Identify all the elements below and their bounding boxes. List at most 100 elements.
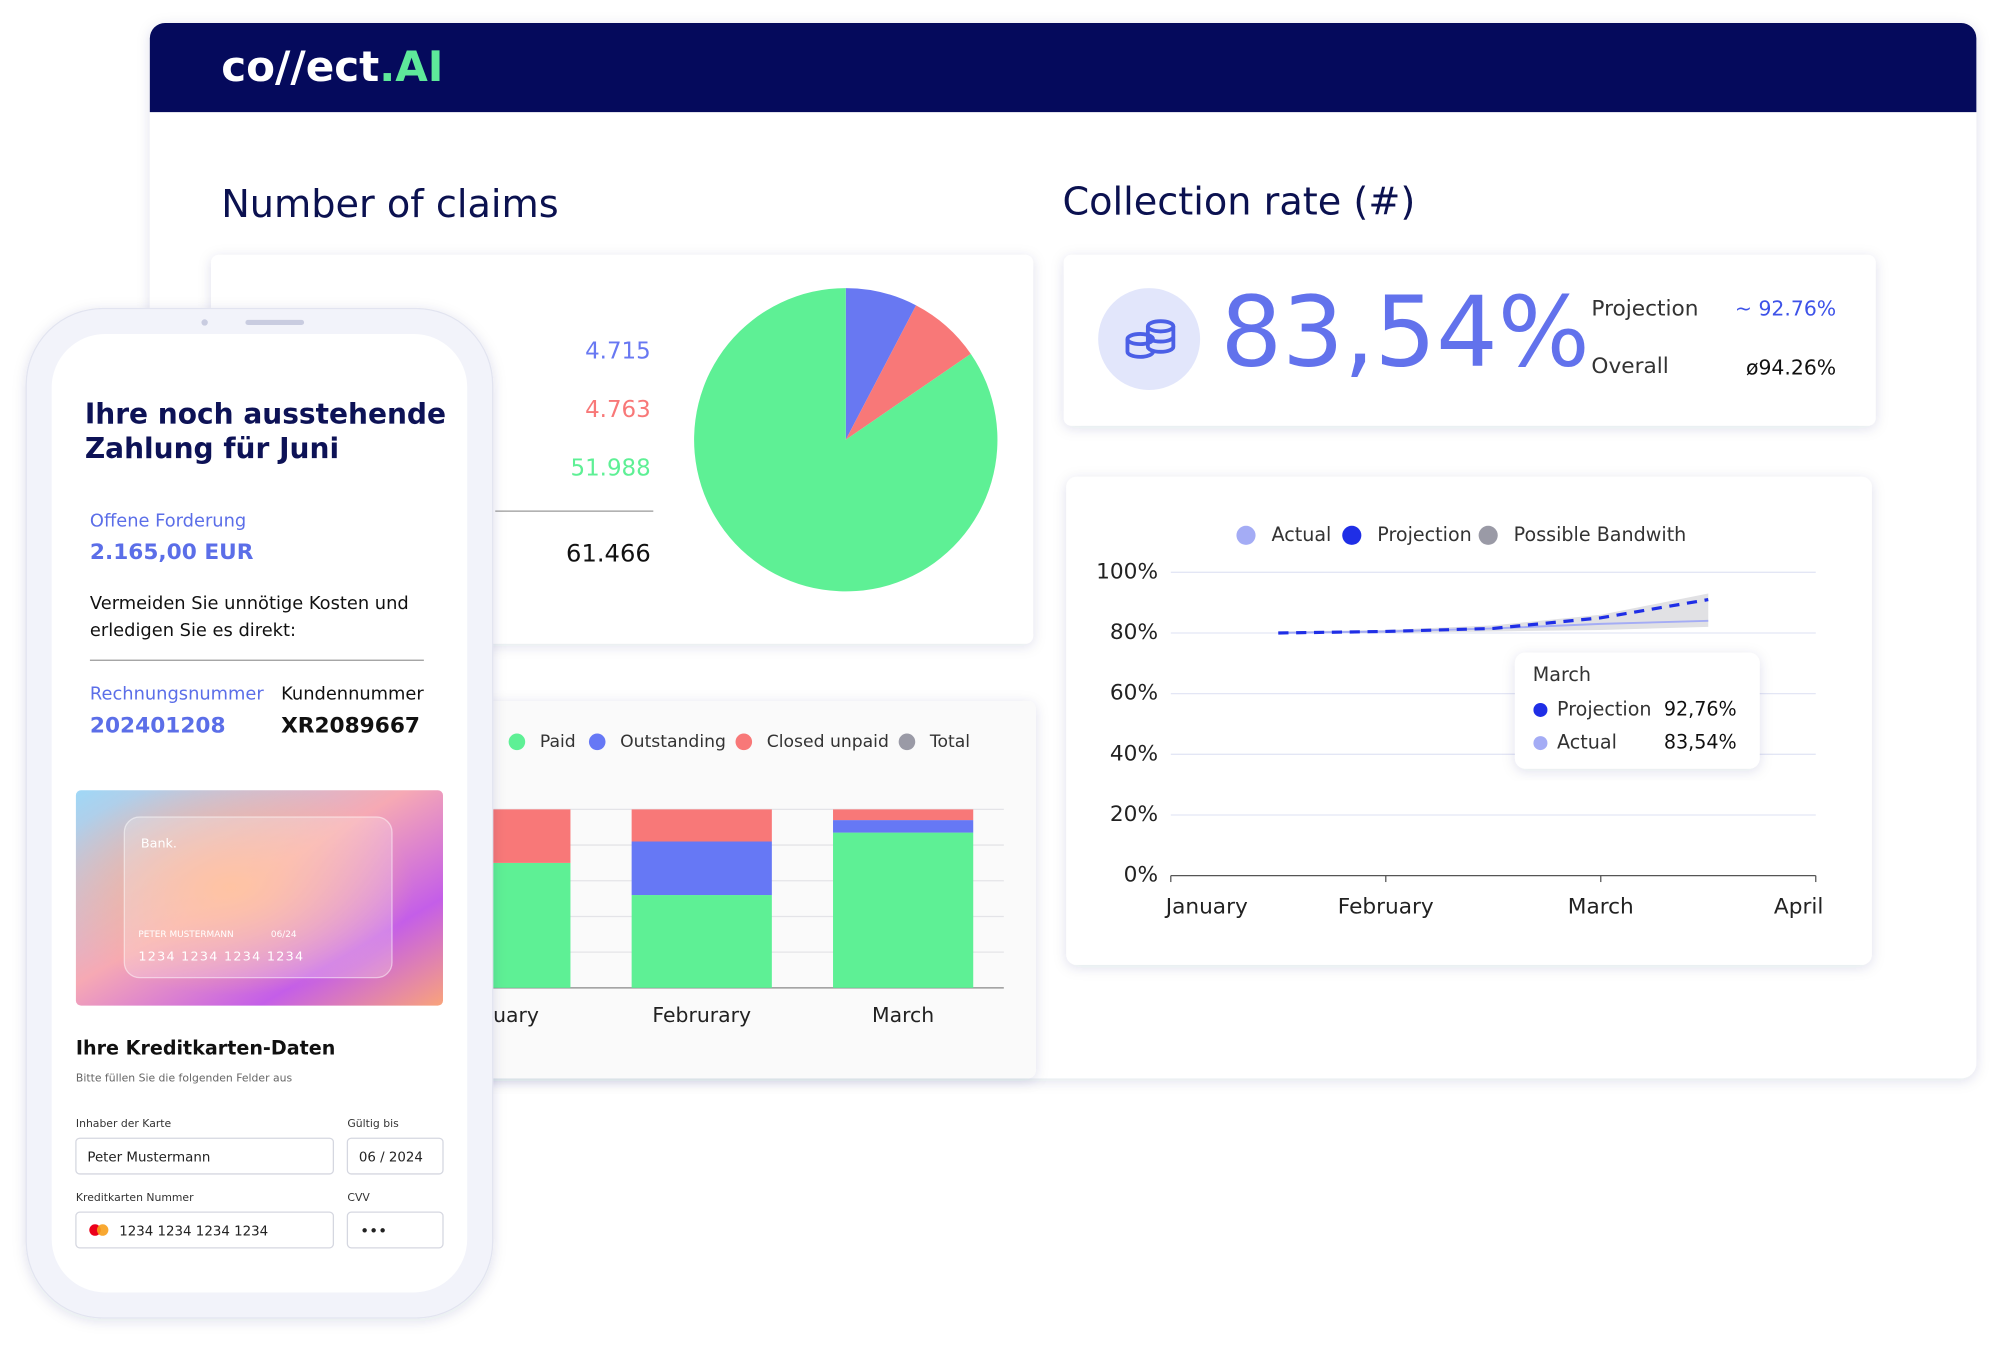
open-amount: 2.165,00 EUR xyxy=(90,540,254,565)
bar xyxy=(631,895,772,988)
input[interactable] xyxy=(75,1137,335,1175)
input-value: Peter Mustermann xyxy=(87,1150,210,1165)
y-tick-label: 0% xyxy=(1124,863,1158,888)
customer-label: Kundennummer xyxy=(281,684,424,705)
pie-slice xyxy=(845,288,917,440)
field-label: CVV xyxy=(347,1191,370,1204)
claims-total: 61.466 xyxy=(566,539,651,567)
tooltip-value: 92,76% xyxy=(1664,697,1737,720)
input[interactable] xyxy=(346,1211,444,1249)
logo[interactable]: co//ect.AI xyxy=(221,41,443,90)
y-tick-label: 40% xyxy=(1110,741,1158,766)
tooltip-label: Projection xyxy=(1557,697,1651,720)
field-label: Kreditkarten Nummer xyxy=(76,1191,194,1204)
legend-dot xyxy=(588,733,606,751)
pie-slice xyxy=(845,305,971,440)
legend-label: Possible Bandwith xyxy=(1514,523,1687,546)
bar xyxy=(833,832,974,988)
coins-icon xyxy=(1125,319,1176,359)
tooltip-value: 83,54% xyxy=(1664,731,1737,754)
tooltip-title: March xyxy=(1533,663,1591,686)
section-title: Collection rate (#) xyxy=(1062,180,1415,224)
legend-label: Total xyxy=(929,732,970,752)
x-tick-label: March xyxy=(1568,895,1634,920)
pie-slice xyxy=(694,288,998,592)
card-holder: PETER MUSTERMANN xyxy=(138,930,233,940)
phone-title: Ihre noch ausstehende xyxy=(85,398,446,431)
tooltip-dot xyxy=(1533,736,1548,751)
bar xyxy=(833,820,974,833)
bar xyxy=(631,841,772,896)
y-tick-label: 80% xyxy=(1110,620,1158,645)
y-tick-label: 20% xyxy=(1110,802,1158,827)
legend-label: Closed unpaid xyxy=(767,732,889,752)
legend-dot xyxy=(735,733,753,751)
claims-value: 51.988 xyxy=(570,456,650,482)
input-value: 1234 1234 1234 1234 xyxy=(119,1224,268,1239)
phone: Ihre noch ausstehende Zahlung für Juni O… xyxy=(25,307,494,1319)
legend-label: Projection xyxy=(1377,523,1472,546)
logo-accent: .AI xyxy=(379,41,443,90)
form-hint: Bitte füllen Sie die folgenden Felder au… xyxy=(76,1071,293,1084)
tooltip: March Projection 92,76% Actual 83,54% xyxy=(1514,652,1760,769)
x-tick-label: April xyxy=(1774,895,1824,920)
overall-value: ø94.26% xyxy=(1746,355,1836,379)
customer-number: XR2089667 xyxy=(281,714,420,739)
invoice-label: Rechnungsnummer xyxy=(90,684,264,705)
x-tick-label: January xyxy=(1164,895,1248,920)
speaker xyxy=(245,319,305,326)
header-bar xyxy=(149,22,1977,113)
claims-value: 4.763 xyxy=(585,397,651,423)
logo-main: co//ect xyxy=(221,41,379,90)
legend-dot xyxy=(1342,525,1362,545)
x-tick-label: February xyxy=(1338,895,1434,920)
x-tick-label: March xyxy=(872,1003,934,1027)
tooltip-dot xyxy=(1533,702,1548,717)
x-tick-label: Februrary xyxy=(652,1003,751,1027)
invoice-number: 202401208 xyxy=(90,714,226,739)
y-tick-label: 60% xyxy=(1110,681,1158,706)
form-title: Ihre Kreditkarten-Daten xyxy=(76,1037,335,1060)
claims-value: 4.715 xyxy=(585,338,651,364)
overall-label: Overall xyxy=(1591,354,1668,379)
pie-chart: 4.715 4.763 51.988 xyxy=(570,288,998,592)
legend-label: Paid xyxy=(540,732,576,752)
rate-card xyxy=(1063,254,1876,426)
camera xyxy=(201,319,208,326)
note: erledigen Sie es direkt: xyxy=(90,620,296,641)
legend-label: Outstanding xyxy=(620,732,726,752)
card-number: 1234 1234 1234 1234 xyxy=(138,950,304,965)
y-tick-label: 100% xyxy=(1096,559,1158,584)
line-card xyxy=(1066,476,1872,965)
card-glow xyxy=(75,790,443,1006)
card-expiry: 06/24 xyxy=(271,930,297,940)
series-line xyxy=(1278,598,1709,635)
input-value: 06 / 2024 xyxy=(359,1150,423,1165)
mastercard-icon xyxy=(96,1224,109,1236)
phone-title: Zahlung für Juni xyxy=(85,432,339,465)
legend-dot xyxy=(898,733,916,751)
line-chart: Actual Projection Possible Bandwith 0% 20% 40… xyxy=(1096,523,1823,920)
legend-dot xyxy=(1478,525,1498,545)
legend-dot xyxy=(1236,525,1256,545)
field-label: Inhaber der Karte xyxy=(76,1117,172,1130)
input-value: ••• xyxy=(360,1222,387,1240)
input[interactable] xyxy=(346,1137,444,1175)
legend-dot xyxy=(508,733,526,751)
field-label: Gültig bis xyxy=(347,1117,399,1130)
collection-rate: 83,54% xyxy=(1221,275,1590,388)
card-bank: Bank. xyxy=(141,836,177,851)
legend-label: Actual xyxy=(1271,523,1331,546)
credit-card xyxy=(123,816,393,979)
section-title: Number of claims xyxy=(221,183,558,227)
projection-value: ~ 92.76% xyxy=(1735,297,1836,321)
projection-label: Projection xyxy=(1591,297,1698,322)
bar xyxy=(833,809,974,821)
bar xyxy=(631,809,772,842)
note: Vermeiden Sie unnötige Kosten und xyxy=(90,593,409,614)
tooltip-label: Actual xyxy=(1557,731,1617,754)
input[interactable] xyxy=(75,1211,335,1249)
open-label: Offene Forderung xyxy=(90,510,246,531)
